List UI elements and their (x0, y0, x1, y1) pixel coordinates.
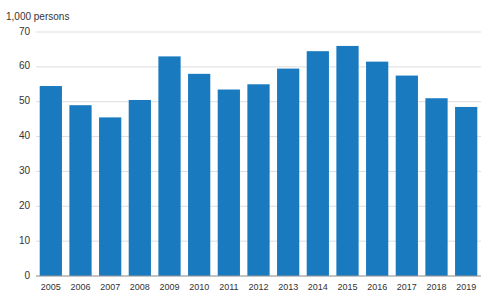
y-tick-label: 10 (19, 235, 31, 246)
bar (158, 56, 180, 276)
y-axis-label: 1,000 persons (6, 11, 69, 22)
x-tick-label: 2009 (159, 282, 179, 292)
bar (99, 117, 121, 276)
bar (218, 90, 240, 276)
grid-line (36, 276, 481, 277)
x-tick-label: 2012 (248, 282, 268, 292)
x-tick-label: 2015 (337, 282, 357, 292)
x-tick-label: 2017 (397, 282, 417, 292)
x-axis: 2005 2006 2007 2008 2009 2010 2011 2012 2013 2014… (41, 282, 476, 292)
x-tick-label: 2013 (278, 282, 298, 292)
x-tick-label: 2011 (219, 282, 238, 292)
chart-container: 0102030405060702005200620072008200920102… (0, 0, 491, 302)
y-tick-label: 30 (19, 165, 31, 176)
grid-line (36, 32, 481, 33)
bar (366, 62, 388, 276)
x-tick-label: 2006 (70, 282, 90, 292)
y-tick-label: 20 (19, 200, 31, 211)
y-tick-label: 60 (19, 60, 31, 71)
bar (307, 51, 329, 276)
y-tick-label: 40 (19, 130, 31, 141)
bar (40, 86, 62, 276)
x-tick-label: 2018 (426, 282, 446, 292)
bar (129, 100, 151, 276)
grid (36, 32, 481, 276)
bar (336, 46, 358, 276)
bars (40, 46, 478, 276)
x-tick-label: 2019 (456, 282, 476, 292)
x-tick-label: 2014 (308, 282, 328, 292)
bar (69, 105, 91, 276)
x-tick-label: 2008 (130, 282, 150, 292)
x-tick-label: 2016 (367, 282, 387, 292)
bar (277, 69, 299, 276)
bar (425, 98, 447, 276)
x-tick-label: 2007 (100, 282, 120, 292)
y-axis: 0 10 20 30 40 50 60 70 (19, 26, 31, 281)
bar (188, 74, 210, 276)
bar (396, 76, 418, 276)
x-axis-line (36, 276, 481, 277)
y-tick-label: 50 (19, 95, 31, 106)
bar (247, 84, 269, 276)
x-tick-label: 2005 (41, 282, 61, 292)
chart-svg: 0102030405060702005200620072008200920102… (0, 0, 491, 302)
bar (455, 107, 477, 276)
y-tick-label: 0 (24, 270, 30, 281)
y-tick-label: 70 (19, 26, 31, 37)
x-tick-label: 2010 (189, 282, 209, 292)
grid-line (36, 66, 481, 67)
